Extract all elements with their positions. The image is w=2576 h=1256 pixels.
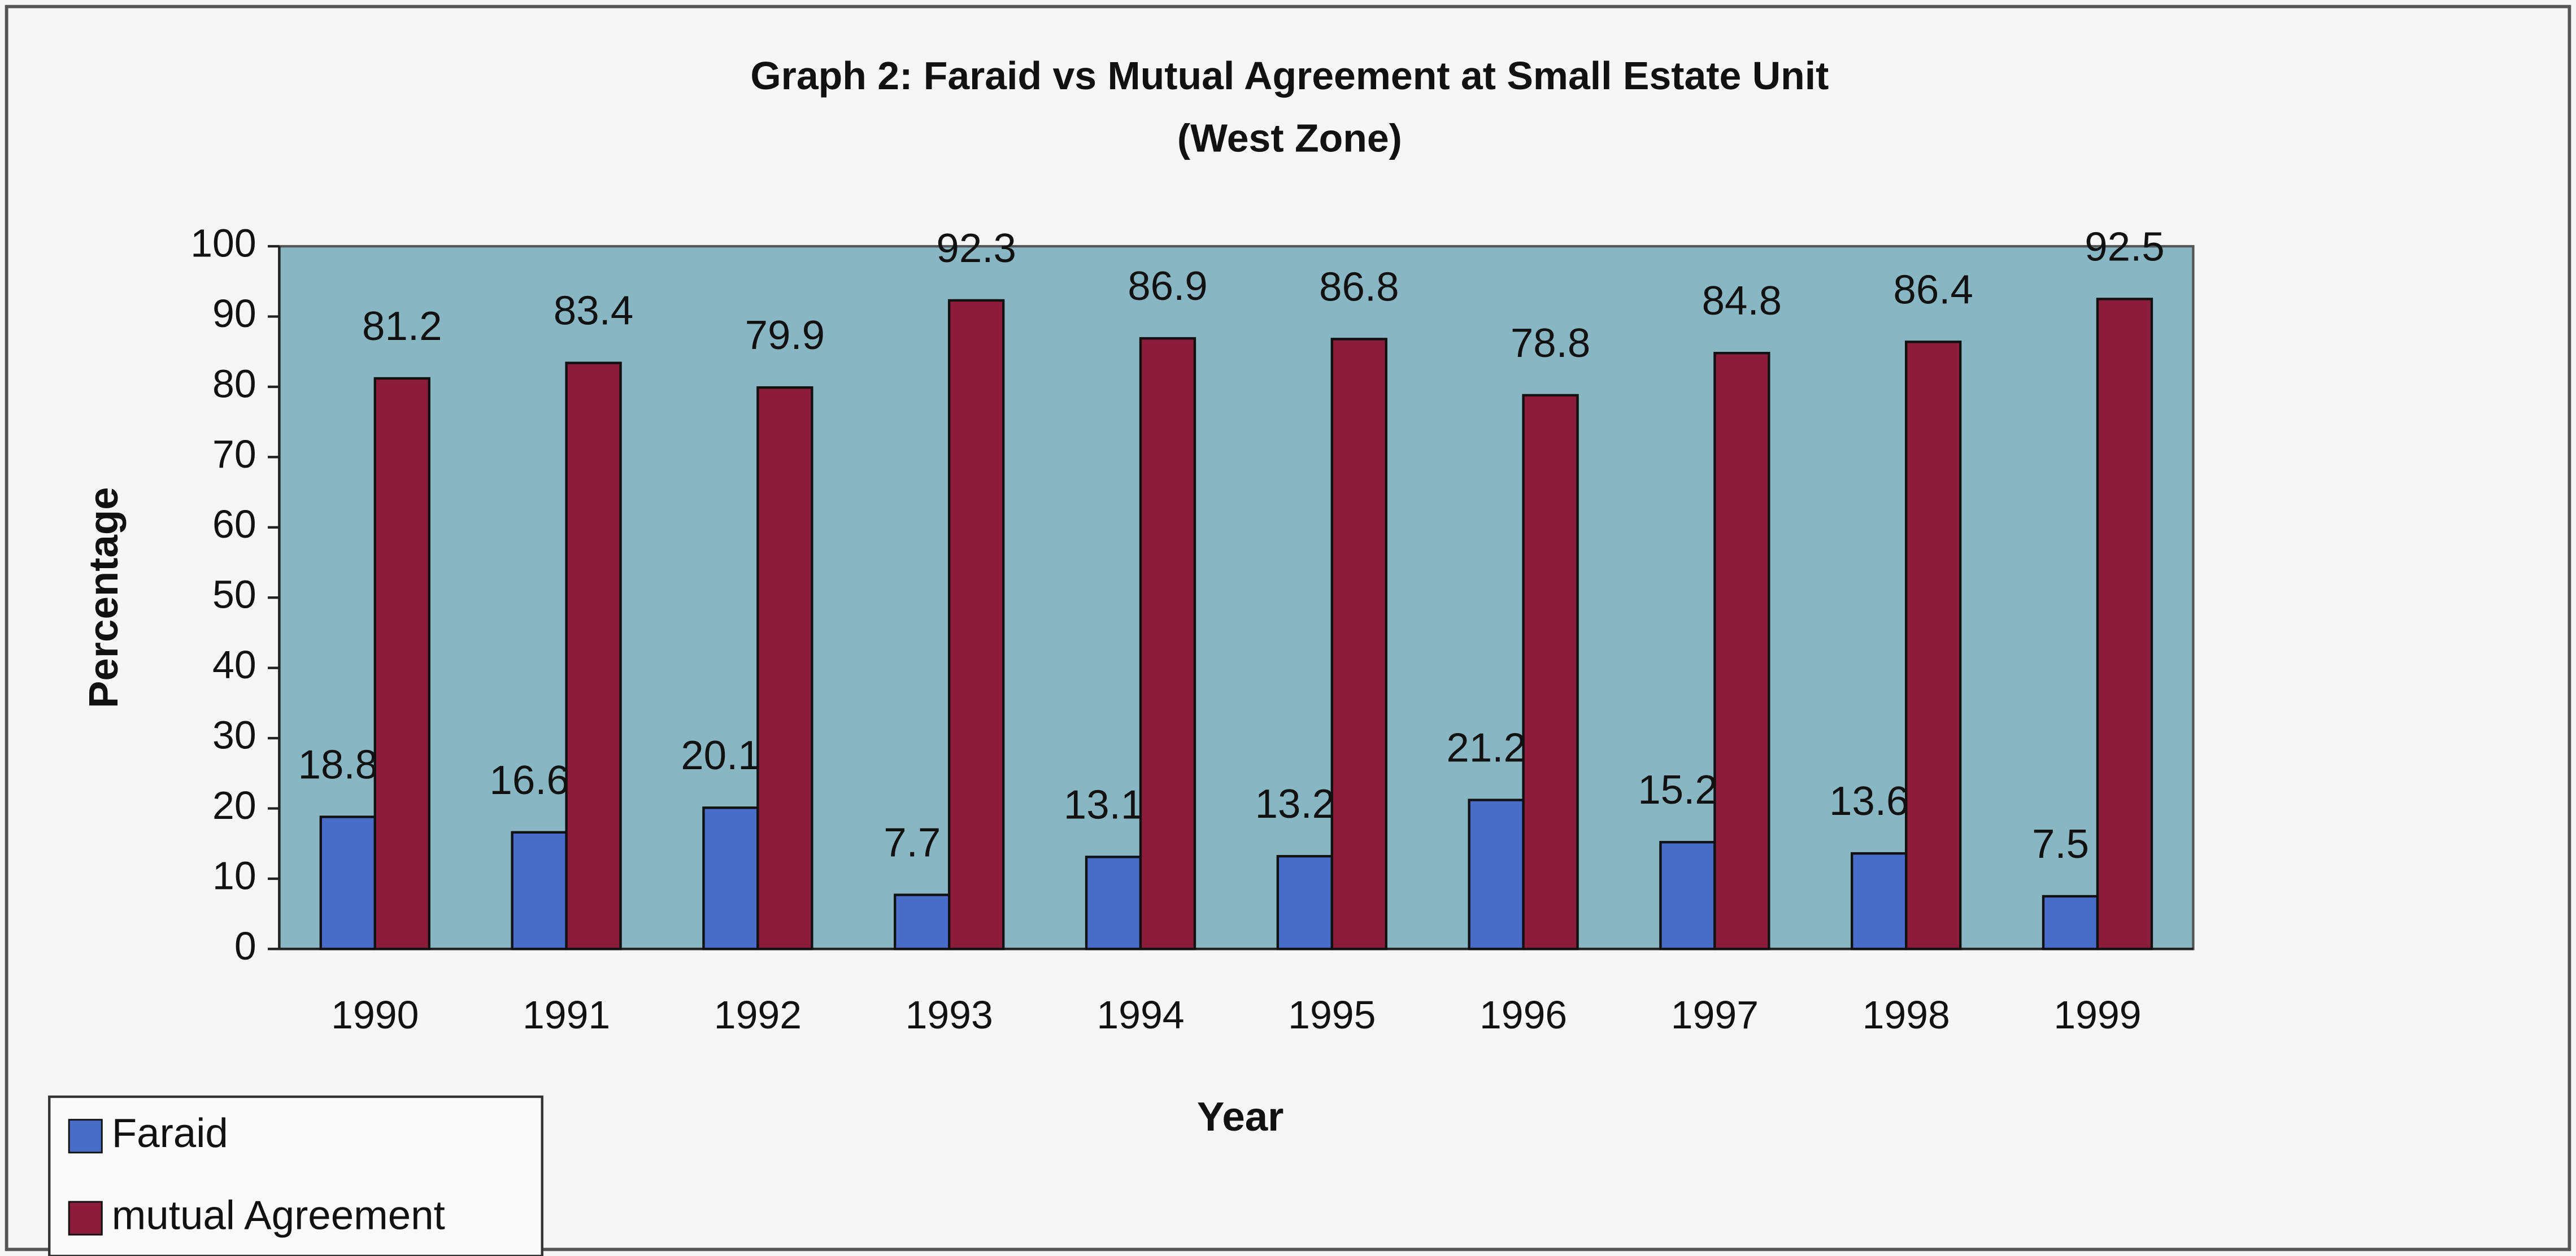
legend-swatch [68,1119,103,1154]
y-tick-label: 0 [234,924,256,968]
value-label: 13.2 [1255,781,1335,827]
y-tick-label: 20 [212,783,256,827]
value-label: 7.7 [884,820,941,866]
y-tick-label: 70 [212,432,256,476]
x-tick-label: 1993 [906,993,993,1037]
y-axis-title: Percentage [81,487,127,708]
bar [702,806,759,950]
value-label: 15.2 [1638,767,1718,813]
bar [565,361,622,950]
x-tick-label: 1996 [1480,993,1567,1037]
bar [1085,856,1142,950]
value-label: 13.1 [1064,782,1144,827]
bar [948,299,1005,950]
x-tick-label: 1991 [523,993,610,1037]
y-tick-label: 10 [212,853,256,897]
value-label: 78.8 [1511,320,1591,366]
bar [1522,394,1579,950]
legend-label: Faraid [112,1110,228,1156]
x-tick-label: 1992 [714,993,802,1037]
value-label: 84.8 [1702,278,1782,324]
value-label: 86.9 [1128,263,1208,309]
y-tick-label: 60 [212,502,256,546]
bar [511,831,568,950]
x-tick-label: 1998 [1863,993,1950,1037]
value-label: 21.2 [1446,725,1526,771]
value-label: 86.4 [1893,267,1973,312]
bar [1276,854,1333,950]
x-tick-label: 1995 [1288,993,1376,1037]
bar [319,815,376,950]
x-tick-label: 1994 [1096,993,1184,1037]
value-label: 7.5 [2032,821,2089,867]
x-axis-title: Year [1197,1094,1284,1140]
y-tick-label: 90 [212,291,256,335]
y-tick-label: 30 [212,713,256,757]
bar [1659,841,1716,950]
value-label: 86.8 [1319,264,1399,309]
value-label: 81.2 [362,303,442,349]
bar [1905,341,1962,950]
bar [1851,852,1908,950]
value-label: 20.1 [681,732,761,778]
y-tick-label: 50 [212,573,256,617]
bar [1330,338,1387,950]
bar [2042,895,2099,950]
bar [2096,298,2153,950]
value-label: 18.8 [298,742,378,787]
value-label: 83.4 [554,288,634,334]
y-tick-label: 80 [212,361,256,405]
x-tick-label: 1990 [331,993,419,1037]
legend-label: mutual Agreement [112,1192,445,1238]
value-label: 79.9 [745,312,825,358]
bar [1139,337,1196,950]
y-tick-label: 100 [190,221,256,265]
chart-title: Graph 2: Faraid vs Mutual Agreement at S… [750,54,1829,98]
x-tick-label: 1999 [2053,993,2141,1037]
value-label: 13.6 [1829,778,1909,824]
value-label: 92.5 [2085,224,2165,269]
bar [1713,352,1770,950]
legend-box [48,1095,543,1256]
legend-swatch [68,1201,103,1236]
value-label: 92.3 [936,225,1016,271]
chart-subtitle: (West Zone) [1177,116,1402,160]
bar [373,377,430,950]
bar [756,386,813,950]
value-label: 16.6 [489,757,569,803]
bar [1468,799,1525,950]
y-tick-label: 40 [212,643,256,687]
bar [894,893,951,950]
x-tick-label: 1997 [1671,993,1759,1037]
